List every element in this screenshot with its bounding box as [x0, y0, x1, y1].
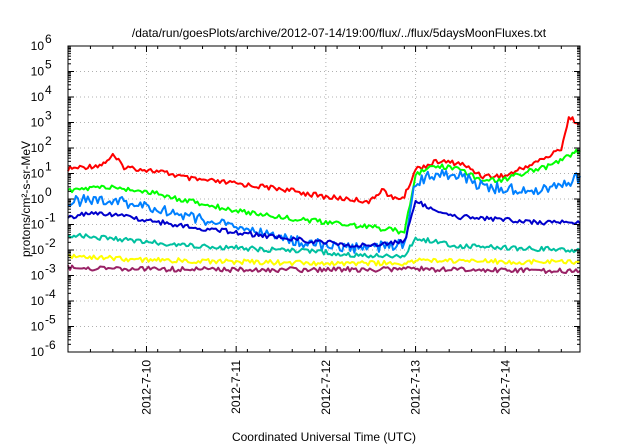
x-tick-label: 2012-7-14	[498, 360, 512, 415]
series-layer	[67, 116, 581, 274]
y-tick-label: 10	[31, 294, 45, 308]
x-tick-label: 2012-7-13	[409, 360, 423, 415]
y-tick-label: 10	[31, 167, 45, 181]
y-axis-label: protons/cm²-s-sr-MeV	[19, 141, 33, 257]
y-tick-label-exponent: -4	[45, 287, 56, 301]
x-axis-label: Coordinated Universal Time (UTC)	[232, 430, 416, 444]
ticks-layer: 10 -610 -510 -410 -310 -210 -110 010 110 210 310 41…	[31, 32, 580, 415]
x-tick-label: 2012-7-12	[319, 360, 333, 415]
y-tick-label: 10	[31, 65, 45, 79]
y-tick-label: 10	[31, 39, 45, 53]
series-line	[67, 116, 581, 205]
y-tick-label-exponent: 6	[45, 32, 52, 46]
y-tick-label-exponent: -1	[45, 211, 56, 225]
y-tick-label: 10	[31, 141, 45, 155]
y-tick-label-exponent: 0	[45, 185, 52, 199]
y-tick-label: 10	[31, 243, 45, 257]
series-line	[67, 169, 581, 254]
y-tick-label-exponent: 5	[45, 58, 52, 72]
series-line	[67, 232, 581, 259]
series-line	[67, 264, 581, 274]
x-tick-label: 2012-7-10	[139, 360, 153, 415]
y-tick-label: 10	[31, 345, 45, 359]
y-tick-label: 10	[31, 116, 45, 130]
y-tick-label: 10	[31, 90, 45, 104]
y-tick-label-exponent: -3	[45, 262, 56, 276]
y-tick-label: 10	[31, 320, 45, 334]
y-tick-label-exponent: -2	[45, 236, 56, 250]
y-tick-label: 10	[31, 269, 45, 283]
x-tick-label: 2012-7-11	[229, 360, 243, 414]
series-line	[67, 199, 581, 248]
y-tick-label: 10	[31, 192, 45, 206]
chart-title: /data/run/goesPlots/archive/2012-07-14/1…	[132, 26, 547, 40]
y-tick-label-exponent: 3	[45, 109, 52, 123]
series-line	[67, 148, 581, 235]
series-line	[67, 253, 581, 267]
y-tick-label-exponent: 1	[45, 160, 52, 174]
y-tick-label-exponent: -5	[45, 313, 56, 327]
y-tick-label-exponent: 2	[45, 134, 52, 148]
y-tick-label-exponent: -6	[45, 338, 56, 352]
y-tick-label-exponent: 4	[45, 83, 52, 97]
y-tick-label: 10	[31, 218, 45, 232]
